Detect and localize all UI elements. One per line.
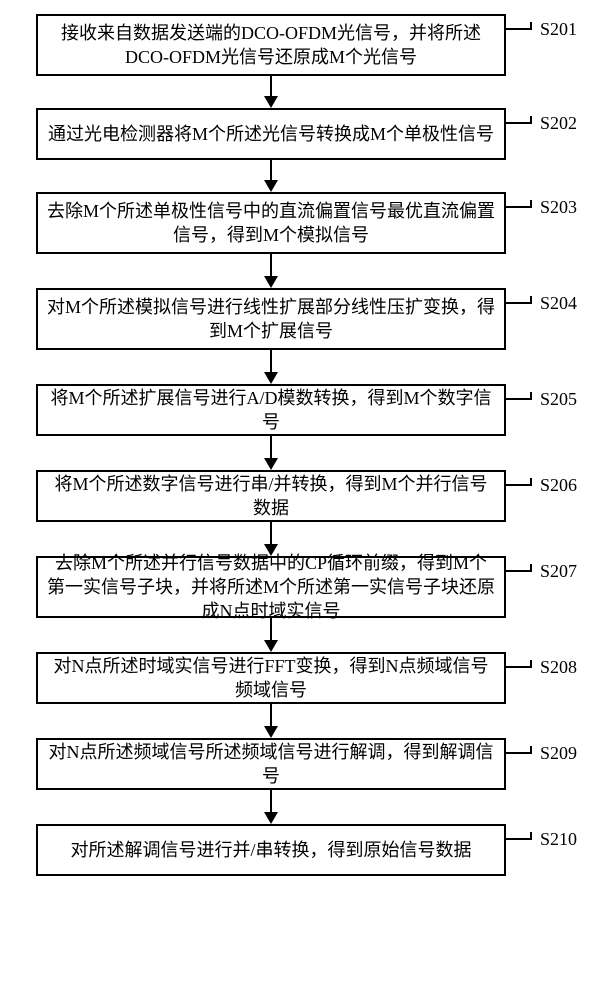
flowchart-step-text: 将M个所述数字信号进行串/并转换，得到M个并行信号数据 (46, 472, 496, 521)
flowchart-step: 对N点所述时域实信号进行FFT变换，得到N点频域信号频域信号 (36, 652, 506, 704)
flowchart-arrow-line (270, 704, 272, 726)
flowchart-arrow-line (270, 76, 272, 96)
flowchart-arrow-line (270, 160, 272, 180)
label-connector (506, 398, 532, 400)
flowchart-arrow-line (270, 254, 272, 276)
flowchart-step-label: S208 (540, 658, 577, 676)
flowchart-arrow-head-icon (264, 544, 278, 556)
label-connector-hook (530, 200, 532, 208)
flowchart-step-label: S209 (540, 744, 577, 762)
flowchart-step-label: S201 (540, 20, 577, 38)
label-connector (506, 122, 532, 124)
label-connector-hook (530, 296, 532, 304)
flowchart-arrow-line (270, 436, 272, 458)
label-connector (506, 484, 532, 486)
flowchart-step-label: S205 (540, 390, 577, 408)
flowchart-step-text: 对N点所述频域信号所述频域信号进行解调，得到解调信号 (46, 740, 496, 789)
flowchart-step: 对所述解调信号进行并/串转换，得到原始信号数据 (36, 824, 506, 876)
label-connector-hook (530, 564, 532, 572)
label-connector (506, 838, 532, 840)
flowchart-arrow-line (270, 522, 272, 544)
flowchart-step-label: S204 (540, 294, 577, 312)
flowchart-arrow-head-icon (264, 458, 278, 470)
flowchart-arrow-head-icon (264, 726, 278, 738)
label-connector (506, 570, 532, 572)
flowchart-step-text: 将M个所述扩展信号进行A/D模数转换，得到M个数字信号 (46, 386, 496, 435)
flowchart-arrow-head-icon (264, 640, 278, 652)
label-connector (506, 206, 532, 208)
flowchart-step-text: 通过光电检测器将M个所述光信号转换成M个单极性信号 (48, 122, 494, 146)
label-connector-hook (530, 116, 532, 124)
flowchart-step: 通过光电检测器将M个所述光信号转换成M个单极性信号 (36, 108, 506, 160)
flowchart-arrow-head-icon (264, 276, 278, 288)
label-connector (506, 302, 532, 304)
flowchart-arrow-head-icon (264, 96, 278, 108)
flowchart-arrow-head-icon (264, 812, 278, 824)
flowchart-step: 去除M个所述单极性信号中的直流偏置信号最优直流偏置信号，得到M个模拟信号 (36, 192, 506, 254)
flowchart-step-label: S207 (540, 562, 577, 580)
flowchart-step: 去除M个所述并行信号数据中的CP循环前缀，得到M个第一实信号子块，并将所述M个所… (36, 556, 506, 618)
flowchart-arrow-line (270, 350, 272, 372)
flowchart-step: 接收来自数据发送端的DCO-OFDM光信号，并将所述DCO-OFDM光信号还原成… (36, 14, 506, 76)
flowchart-step-label: S206 (540, 476, 577, 494)
flowchart-step-text: 去除M个所述并行信号数据中的CP循环前缀，得到M个第一实信号子块，并将所述M个所… (46, 551, 496, 624)
flowchart-arrow-head-icon (264, 372, 278, 384)
label-connector (506, 666, 532, 668)
flowchart-step-label: S210 (540, 830, 577, 848)
flowchart-step-text: 对M个所述模拟信号进行线性扩展部分线性压扩变换，得到M个扩展信号 (46, 295, 496, 344)
flowchart-step-text: 对所述解调信号进行并/串转换，得到原始信号数据 (71, 838, 472, 862)
label-connector (506, 752, 532, 754)
flowchart-step-text: 对N点所述时域实信号进行FFT变换，得到N点频域信号频域信号 (46, 654, 496, 703)
label-connector (506, 28, 532, 30)
flowchart-arrow-head-icon (264, 180, 278, 192)
flowchart-step: 对N点所述频域信号所述频域信号进行解调，得到解调信号 (36, 738, 506, 790)
flowchart-step-text: 接收来自数据发送端的DCO-OFDM光信号，并将所述DCO-OFDM光信号还原成… (46, 21, 496, 70)
label-connector-hook (530, 392, 532, 400)
label-connector-hook (530, 660, 532, 668)
flowchart-arrow-line (270, 618, 272, 640)
label-connector-hook (530, 746, 532, 754)
flowchart-step: 对M个所述模拟信号进行线性扩展部分线性压扩变换，得到M个扩展信号 (36, 288, 506, 350)
flowchart-step: 将M个所述数字信号进行串/并转换，得到M个并行信号数据 (36, 470, 506, 522)
flowchart-step-text: 去除M个所述单极性信号中的直流偏置信号最优直流偏置信号，得到M个模拟信号 (46, 199, 496, 248)
label-connector-hook (530, 22, 532, 30)
flowchart-page: 接收来自数据发送端的DCO-OFDM光信号，并将所述DCO-OFDM光信号还原成… (0, 0, 614, 1000)
label-connector-hook (530, 832, 532, 840)
label-connector-hook (530, 478, 532, 486)
flowchart-step-label: S202 (540, 114, 577, 132)
flowchart-arrow-line (270, 790, 272, 812)
flowchart-step-label: S203 (540, 198, 577, 216)
flowchart-step: 将M个所述扩展信号进行A/D模数转换，得到M个数字信号 (36, 384, 506, 436)
